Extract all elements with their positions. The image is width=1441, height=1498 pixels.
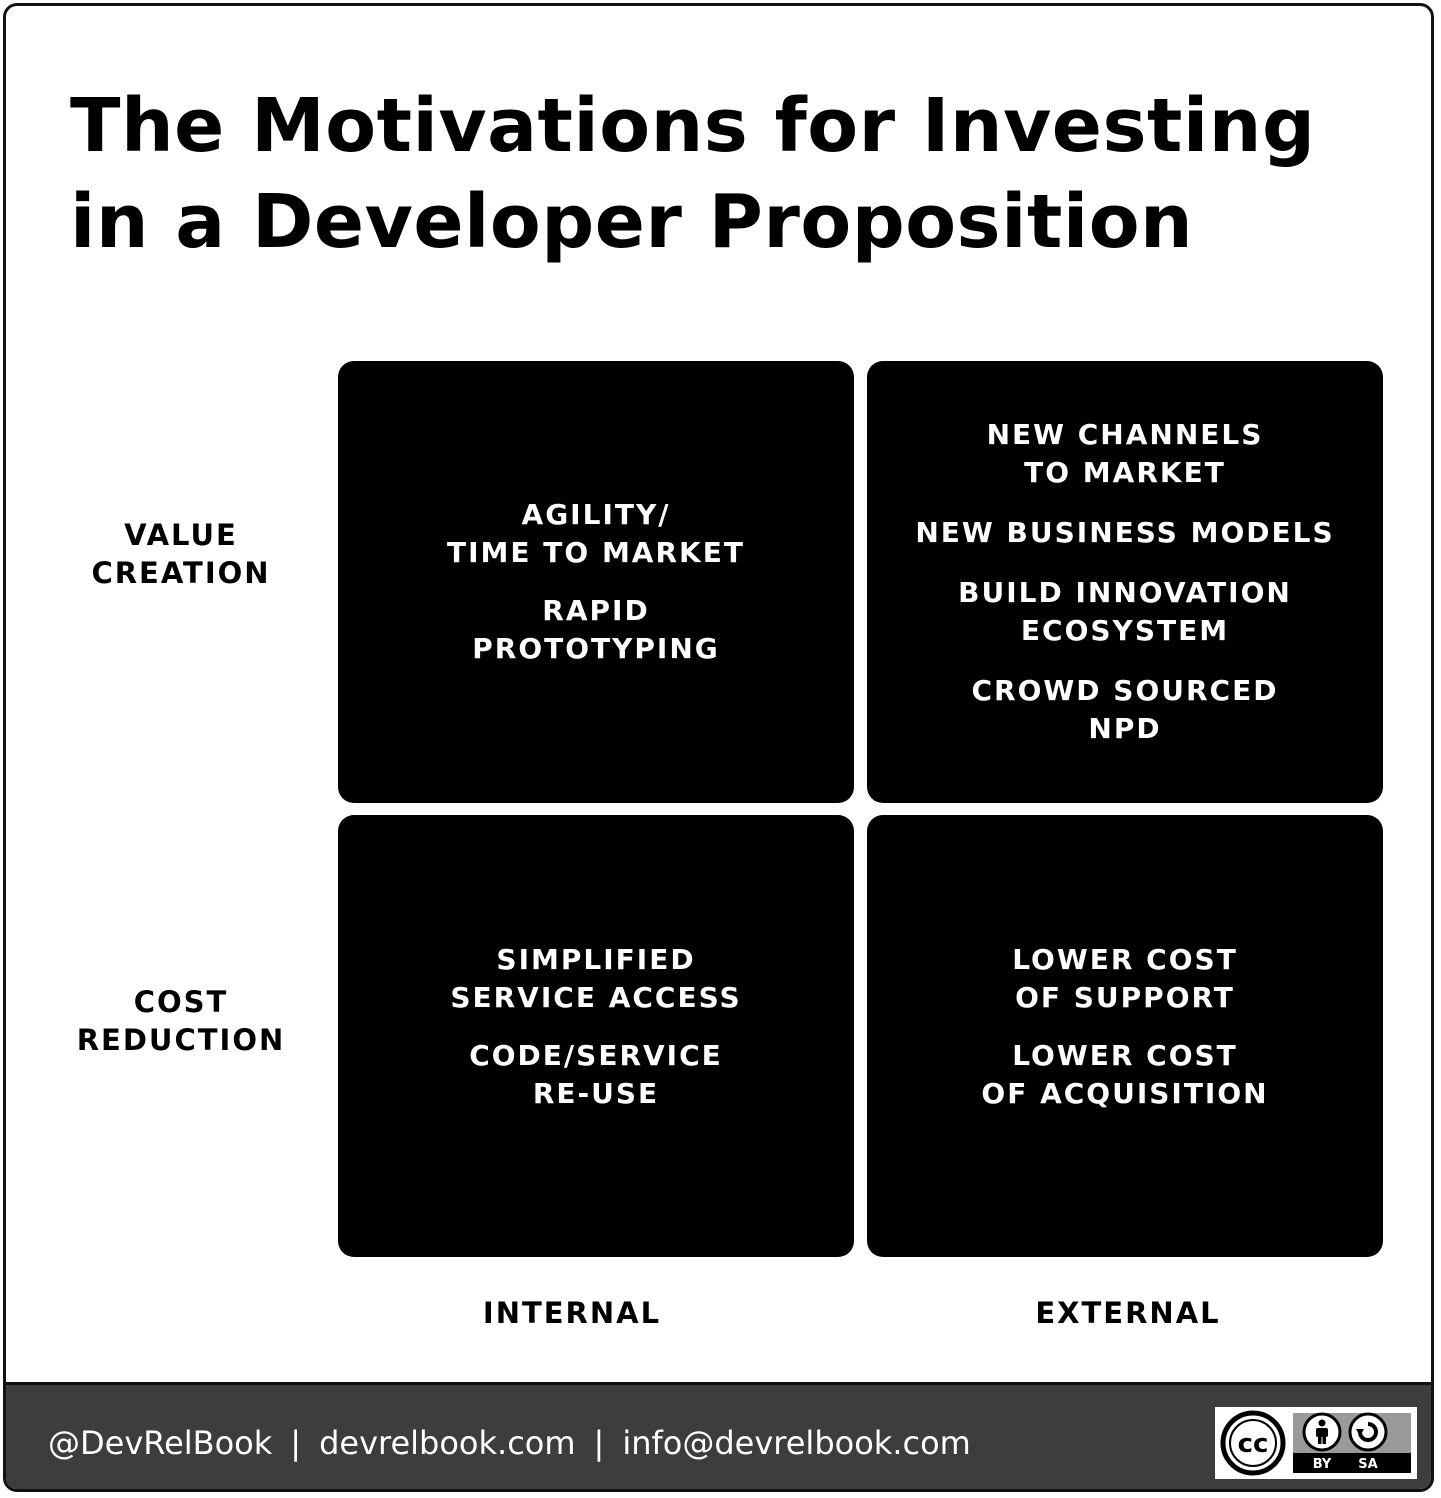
row-label-cost-reduction: COST REDUCTION [56, 983, 306, 1059]
twitter-handle-link[interactable]: @DevRelBook [48, 1424, 273, 1462]
motivation-line: CROWD SOURCED [971, 674, 1279, 707]
license-sa-label: SA [1358, 1457, 1377, 1472]
motivation-line: TIME TO MARKET [447, 536, 745, 569]
page-title: The Motivations for Investing in a Devel… [70, 78, 1370, 270]
motivation-line: OF ACQUISITION [981, 1077, 1269, 1110]
title-line-1: The Motivations for Investing [70, 83, 1316, 169]
motivation-line: CODE/SERVICE [469, 1039, 723, 1072]
column-label-external: EXTERNAL [1035, 1296, 1221, 1330]
infographic-frame: The Motivations for Investing in a Devel… [3, 3, 1434, 1492]
cc-icon: cc [1220, 1410, 1286, 1476]
motivation-item: CROWD SOURCED NPD [972, 672, 1279, 748]
motivation-item: NEW CHANNELS TO MARKET [987, 416, 1264, 492]
separator: | [593, 1424, 605, 1462]
motivation-line: RE-USE [532, 1077, 660, 1110]
motivation-line: ECOSYSTEM [1020, 614, 1230, 647]
motivation-line: LOWER COST [1012, 1039, 1238, 1072]
motivation-line: LOWER COST [1012, 943, 1238, 976]
website-link[interactable]: devrelbook.com [319, 1424, 576, 1462]
share-alike-icon [1348, 1412, 1388, 1452]
quadrant-value-internal: AGILITY/ TIME TO MARKET RAPID PROTOTYPIN… [338, 361, 854, 803]
separator: | [290, 1424, 302, 1462]
motivation-item: RAPID PROTOTYPING [472, 592, 720, 668]
motivation-item: LOWER COST OF ACQUISITION [981, 1037, 1268, 1113]
license-graphic: cc BY SA [1217, 1409, 1415, 1477]
footer-contact: @DevRelBook | devrelbook.com | info@devrelbo… [48, 1423, 971, 1463]
title-line-2: in a Developer Proposition [70, 179, 1194, 265]
motivation-line: BUILD INNOVATION [958, 576, 1292, 609]
motivation-item: SIMPLIFIED SERVICE ACCESS [450, 941, 741, 1017]
row-label-line: REDUCTION [76, 1023, 286, 1057]
row-label-value-creation: VALUE CREATION [56, 516, 306, 592]
motivation-item: LOWER COST OF SUPPORT [1012, 941, 1238, 1017]
row-label-line: CREATION [91, 556, 271, 590]
motivation-item: BUILD INNOVATION ECOSYSTEM [958, 574, 1292, 650]
column-label-internal: INTERNAL [482, 1296, 662, 1330]
motivation-line: RAPID [542, 594, 650, 627]
motivation-line: SIMPLIFIED [496, 943, 696, 976]
motivation-item: AGILITY/ TIME TO MARKET [447, 496, 745, 572]
motivation-line: PROTOTYPING [472, 632, 720, 665]
motivation-item: CODE/SERVICE RE-USE [469, 1037, 723, 1113]
motivation-line: NEW BUSINESS MODELS [915, 516, 1335, 549]
license-by-label: BY [1313, 1457, 1332, 1472]
motivation-line: OF SUPPORT [1015, 981, 1235, 1014]
motivation-item: NEW BUSINESS MODELS [915, 514, 1334, 552]
attribution-icon [1302, 1412, 1342, 1452]
quadrant-value-external: NEW CHANNELS TO MARKET NEW BUSINESS MODE… [867, 361, 1383, 803]
motivation-line: TO MARKET [1024, 456, 1226, 489]
row-label-line: VALUE [124, 518, 238, 552]
license-black-strip [1293, 1453, 1411, 1473]
motivation-line: SERVICE ACCESS [450, 981, 742, 1014]
motivation-line: NEW CHANNELS [986, 418, 1264, 451]
cc-logo-text: cc [1238, 1429, 1269, 1459]
quadrant-cost-external: LOWER COST OF SUPPORT LOWER COST OF ACQU… [867, 815, 1383, 1257]
email-link[interactable]: info@devrelbook.com [622, 1424, 971, 1462]
motivation-line: AGILITY/ [521, 498, 671, 531]
footer-bar: @DevRelBook | devrelbook.com | info@devrelbo… [6, 1382, 1431, 1489]
motivation-line: NPD [1088, 712, 1162, 745]
quadrant-cost-internal: SIMPLIFIED SERVICE ACCESS CODE/SERVICE R… [338, 815, 854, 1257]
cc-by-sa-license-badge[interactable]: cc BY SA [1215, 1407, 1417, 1479]
row-label-line: COST [133, 985, 229, 1019]
